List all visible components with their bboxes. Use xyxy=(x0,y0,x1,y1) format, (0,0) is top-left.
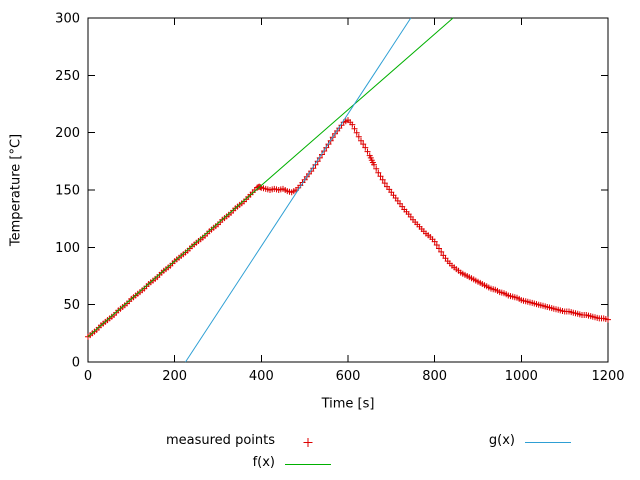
legend-label-f: f(x) xyxy=(252,455,275,470)
y-tick-label: 300 xyxy=(55,12,80,27)
measured-points-markers xyxy=(85,117,611,340)
y-tick-label: 150 xyxy=(55,184,80,199)
y-tick-label: 200 xyxy=(55,126,80,141)
y-tick-label: 0 xyxy=(72,356,80,371)
x-tick-label: 200 xyxy=(162,369,187,384)
f-line-sample xyxy=(285,464,331,465)
g-line-sample xyxy=(525,442,571,443)
y-tick-label: 250 xyxy=(55,69,80,84)
y-axis-title: Temperature [°C] xyxy=(8,133,24,247)
x-tick-label: 0 xyxy=(84,369,92,384)
series-line-gx xyxy=(185,17,412,363)
x-tick-label: 400 xyxy=(249,369,274,384)
measured-points-sample xyxy=(303,438,313,447)
plot-border xyxy=(87,17,609,363)
x-tick-label: 1200 xyxy=(591,369,624,384)
x-axis-title: Time [s] xyxy=(321,396,375,412)
x-tick-label: 800 xyxy=(422,369,447,384)
plus-marker-icon xyxy=(303,438,313,447)
x-tick-label: 600 xyxy=(336,369,361,384)
x-tick-label: 1000 xyxy=(505,369,538,384)
y-tick-label: 100 xyxy=(55,241,80,256)
legend-label-g: g(x) xyxy=(488,433,515,448)
y-tick-label: 50 xyxy=(63,298,80,313)
legend-label-measured-points: measured points xyxy=(165,433,275,448)
series-line-fx xyxy=(87,17,454,338)
